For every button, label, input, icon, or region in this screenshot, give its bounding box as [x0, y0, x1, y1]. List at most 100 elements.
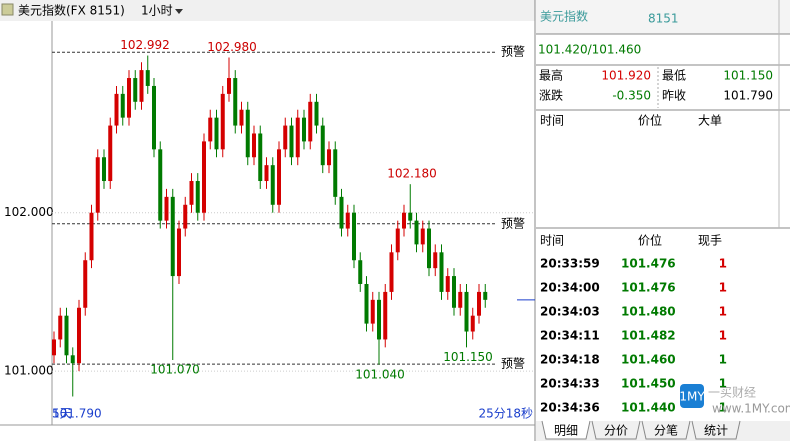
tab[interactable] — [591, 420, 641, 440]
watermark: 1MY 一买财经 www.1MY.com — [679, 384, 790, 416]
candle-body — [452, 276, 456, 308]
y-tick-label: 102.000 — [4, 205, 54, 219]
y-tick-label: 101.000 — [4, 364, 54, 378]
candle-body — [364, 283, 369, 324]
tab[interactable] — [641, 420, 691, 440]
candle-body — [295, 117, 300, 158]
candle-body — [414, 220, 419, 245]
candle-body — [227, 78, 231, 94]
table-header: 时间 — [540, 114, 564, 128]
candle-body — [458, 291, 463, 308]
trade-price: 101.480 — [621, 305, 676, 319]
candle-body — [314, 101, 319, 126]
candle-body — [483, 291, 488, 300]
candle-body — [377, 299, 381, 340]
symbol-label[interactable]: 美元指数(FX 8151) — [18, 3, 125, 18]
tab-label[interactable]: 分笔 — [654, 423, 678, 438]
trade-time: 20:34:03 — [540, 305, 600, 319]
candle-body — [127, 78, 131, 118]
toolbar — [0, 0, 535, 21]
candle-body — [108, 125, 113, 182]
dropdown-arrow[interactable] — [175, 9, 183, 14]
trade-volume: 1 — [719, 305, 727, 319]
trade-price: 101.460 — [621, 353, 676, 367]
candle-body — [439, 252, 444, 292]
candle-body — [420, 228, 425, 245]
candle-body — [277, 149, 281, 205]
quote-code: 8151 — [648, 12, 679, 26]
candle-body — [89, 212, 94, 261]
candle-body — [333, 149, 338, 197]
trade-price: 101.450 — [621, 377, 676, 391]
period-label[interactable]: 1小时 — [141, 4, 173, 18]
tab-label[interactable]: 明细 — [554, 424, 578, 438]
candle-body — [283, 125, 288, 150]
candle-body — [383, 291, 388, 340]
candle-body — [477, 291, 481, 316]
candle-body — [95, 157, 100, 213]
candle-body — [358, 260, 363, 284]
trade-volume: 1 — [719, 257, 727, 271]
candle-body — [139, 70, 144, 102]
alert-label: 预警 — [501, 44, 525, 59]
tab[interactable] — [541, 420, 591, 440]
candle-body — [408, 212, 413, 221]
candle-body — [289, 125, 294, 158]
candle-body — [83, 260, 88, 308]
candle-body — [220, 93, 225, 150]
candle-body — [177, 228, 181, 277]
candle-body — [427, 228, 431, 269]
extreme-label: 102.980 — [207, 40, 257, 54]
watermark-logo: 1MY — [679, 390, 705, 404]
watermark-brand: 一买财经 — [708, 386, 756, 400]
candle-body — [58, 315, 63, 340]
stat-label: 最低 — [662, 69, 686, 83]
trade-time: 20:34:33 — [540, 377, 600, 391]
candle-body — [170, 196, 175, 277]
candle-body — [345, 212, 350, 229]
trade-time: 20:33:59 — [540, 257, 600, 271]
candle-body — [320, 125, 325, 166]
candle-body — [189, 181, 194, 205]
stat-value: 101.150 — [723, 69, 773, 83]
trade-time: 20:34:11 — [540, 329, 600, 343]
trade-price: 101.476 — [621, 257, 676, 271]
quote-name: 美元指数 — [540, 9, 588, 24]
candle-body — [52, 339, 56, 356]
trade-volume: 1 — [719, 401, 727, 415]
table-header: 现手 — [698, 234, 722, 248]
tab-label[interactable]: 分价 — [604, 424, 628, 438]
tab[interactable] — [691, 420, 741, 440]
table-header: 时间 — [540, 234, 564, 248]
quote-price: 101.420/101.460 — [538, 43, 641, 57]
candle-body — [395, 228, 400, 253]
trade-volume: 1 — [719, 281, 727, 295]
candle-body — [402, 212, 406, 229]
footer-countdown: 25分18秒 — [478, 407, 533, 421]
candle-body — [352, 212, 356, 261]
candle-body — [102, 157, 106, 182]
table-header: 价位 — [638, 113, 662, 128]
candle-body — [327, 149, 331, 166]
candle-body — [202, 141, 206, 213]
trade-volume: 1 — [719, 353, 727, 367]
candle-body — [370, 299, 375, 324]
candle-body — [464, 291, 469, 332]
stat-label: 涨跌 — [539, 88, 563, 103]
candle-body — [270, 165, 275, 205]
candle-body — [145, 70, 150, 86]
trade-time: 20:34:00 — [540, 281, 600, 295]
alert-label: 预警 — [501, 356, 525, 371]
watermark-url: www.1MY.com — [712, 402, 790, 416]
watermark-logo-box — [680, 384, 704, 408]
candle-body — [308, 101, 313, 142]
toolbar-icon[interactable] — [1, 3, 14, 16]
candle-body — [239, 109, 244, 126]
tab-label[interactable]: 统计 — [704, 424, 728, 438]
extreme-label: 101.070 — [150, 363, 200, 377]
candle-body — [208, 117, 213, 142]
candle-body — [302, 117, 306, 142]
candle-body — [195, 181, 200, 213]
stat-label: 最高 — [539, 68, 563, 83]
